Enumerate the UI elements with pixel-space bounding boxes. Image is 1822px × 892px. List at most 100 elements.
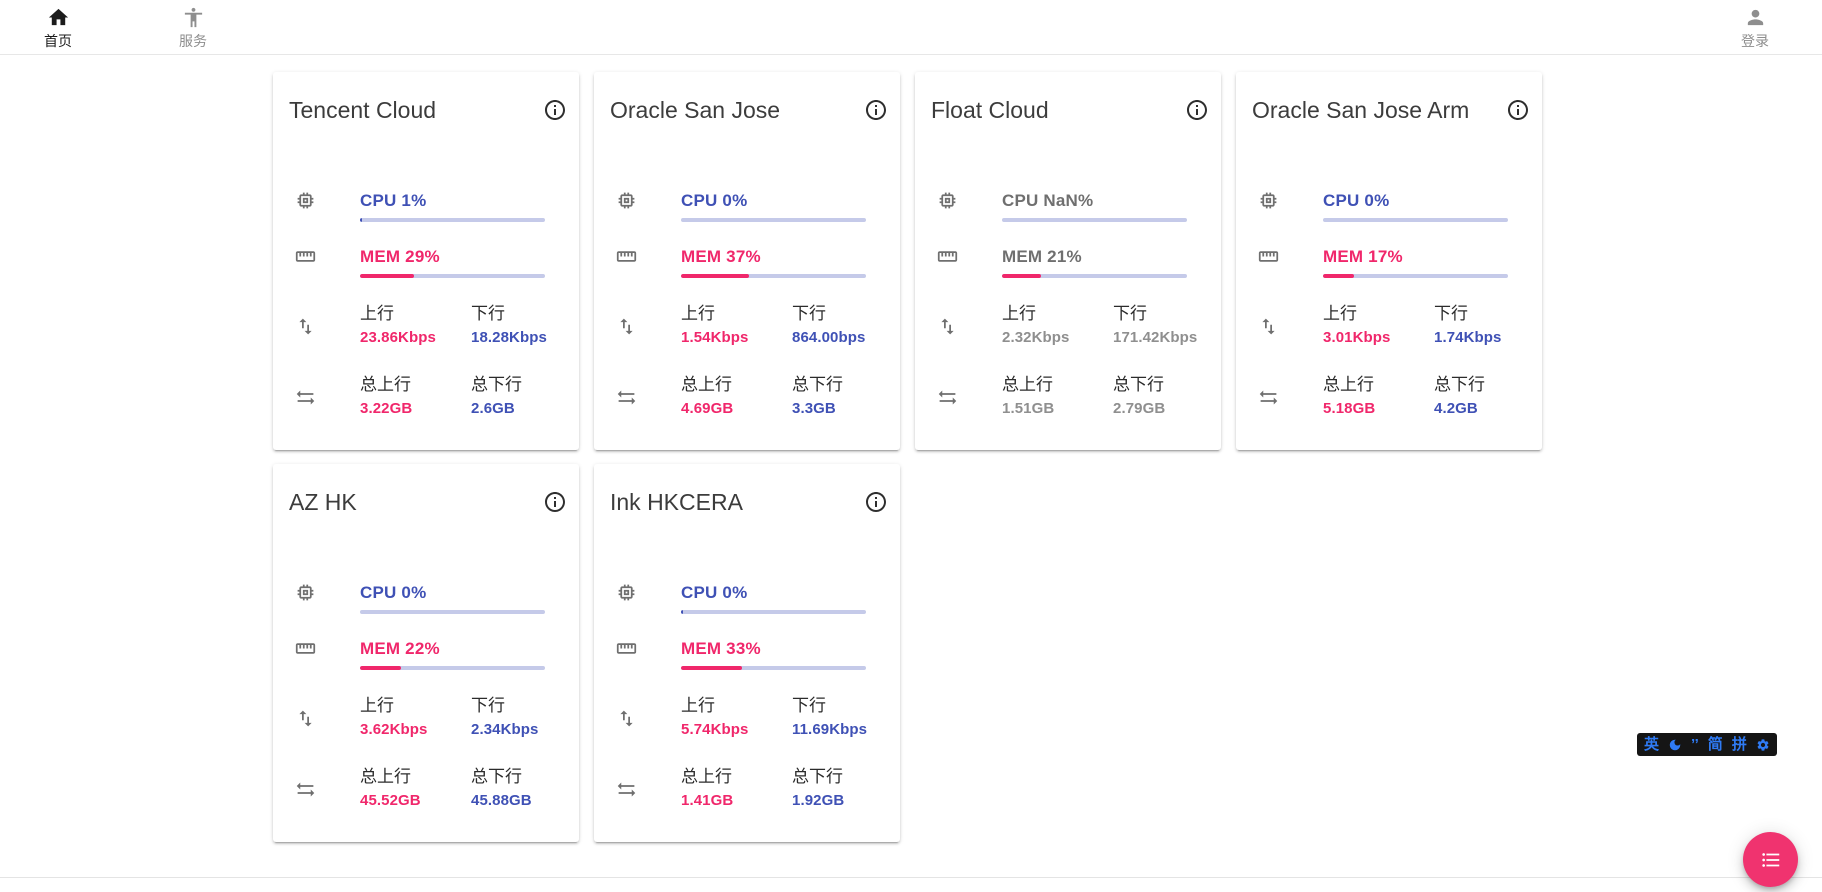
total-traffic-row: 总上行 45.52GB 总下行 45.88GB xyxy=(289,766,563,812)
cpu-row: CPU 0% xyxy=(289,582,563,614)
cpu-row: CPU NaN% xyxy=(931,190,1205,222)
speed-row: 上行 5.74Kbps 下行 11.69Kbps xyxy=(610,695,884,741)
total-download-label: 总下行 xyxy=(471,766,582,788)
upload-label: 上行 xyxy=(1002,303,1113,325)
cpu-progress-bar xyxy=(360,610,545,614)
total-upload-label: 总上行 xyxy=(360,766,471,788)
cpu-row: CPU 0% xyxy=(610,190,884,222)
total-download-label: 总下行 xyxy=(792,766,903,788)
up-down-arrows-icon xyxy=(610,303,642,349)
mem-progress-bar xyxy=(360,274,545,278)
mem-row: MEM 33% xyxy=(610,638,884,670)
download-speed-value: 2.34Kbps xyxy=(471,720,582,740)
upload-speed-value: 1.54Kbps xyxy=(681,328,792,348)
server-card: Oracle San Jose CPU 0% MEM 37% xyxy=(594,72,900,450)
info-icon[interactable] xyxy=(543,490,567,514)
download-label: 下行 xyxy=(1434,303,1545,325)
mem-row: MEM 22% xyxy=(289,638,563,670)
server-card: Tencent Cloud CPU 1% MEM 29% xyxy=(273,72,579,450)
ime-punctuation-indicator[interactable]: ’’ xyxy=(1691,733,1699,756)
total-download-label: 总下行 xyxy=(792,374,903,396)
nav-item-login[interactable]: 登录 xyxy=(1715,6,1795,51)
mem-usage-label: MEM 22% xyxy=(360,638,545,659)
server-name: Oracle San Jose Arm xyxy=(1252,96,1469,124)
download-label: 下行 xyxy=(471,303,582,325)
memory-ruler-icon xyxy=(289,638,321,659)
download-speed-value: 11.69Kbps xyxy=(792,720,903,740)
nav-item-home[interactable]: 首页 xyxy=(18,6,98,51)
speed-row: 上行 1.54Kbps 下行 864.00bps xyxy=(610,303,884,349)
total-download-label: 总下行 xyxy=(471,374,582,396)
info-icon[interactable] xyxy=(864,98,888,122)
total-download-value: 2.79GB xyxy=(1113,399,1224,419)
server-card: Oracle San Jose Arm CPU 0% MEM 17% xyxy=(1236,72,1542,450)
total-traffic-row: 总上行 4.69GB 总下行 3.3GB xyxy=(610,374,884,420)
server-card: AZ HK CPU 0% MEM 22% xyxy=(273,464,579,842)
total-traffic-row: 总上行 1.41GB 总下行 1.92GB xyxy=(610,766,884,812)
mem-row: MEM 37% xyxy=(610,246,884,278)
download-speed-value: 18.28Kbps xyxy=(471,328,582,348)
cpu-progress-bar xyxy=(681,218,866,222)
ime-simplified-indicator[interactable]: 简 xyxy=(1708,733,1723,756)
total-traffic-row: 总上行 1.51GB 总下行 2.79GB xyxy=(931,374,1205,420)
info-icon[interactable] xyxy=(543,98,567,122)
total-download-value: 45.88GB xyxy=(471,791,582,811)
moon-icon[interactable] xyxy=(1668,738,1682,752)
total-upload-value: 5.18GB xyxy=(1323,399,1434,419)
swap-horizontal-icon xyxy=(1252,374,1284,420)
server-list-fab[interactable] xyxy=(1743,832,1798,887)
nav-item-services[interactable]: 服务 xyxy=(153,6,233,51)
total-upload-label: 总上行 xyxy=(1002,374,1113,396)
info-icon[interactable] xyxy=(864,490,888,514)
server-name: Tencent Cloud xyxy=(289,96,436,124)
top-navigation-bar: 首页 服务 登录 xyxy=(0,0,1822,55)
total-upload-value: 1.41GB xyxy=(681,791,792,811)
total-upload-value: 1.51GB xyxy=(1002,399,1113,419)
cpu-usage-label: CPU 0% xyxy=(1323,190,1508,211)
download-label: 下行 xyxy=(1113,303,1224,325)
up-down-arrows-icon xyxy=(289,303,321,349)
gear-icon[interactable] xyxy=(1756,738,1770,752)
person-icon xyxy=(1744,6,1767,29)
cpu-row: CPU 0% xyxy=(1252,190,1526,222)
mem-row: MEM 17% xyxy=(1252,246,1526,278)
speed-row: 上行 3.62Kbps 下行 2.34Kbps xyxy=(289,695,563,741)
upload-speed-value: 3.01Kbps xyxy=(1323,328,1434,348)
ime-pinyin-indicator[interactable]: 拼 xyxy=(1732,733,1747,756)
swap-horizontal-icon xyxy=(610,374,642,420)
server-name: Ink HKCERA xyxy=(610,488,743,516)
total-upload-value: 45.52GB xyxy=(360,791,471,811)
cpu-chip-icon xyxy=(610,582,642,603)
mem-progress-bar xyxy=(1323,274,1508,278)
server-card-grid: Tencent Cloud CPU 1% MEM 29% xyxy=(273,72,1542,842)
total-download-value: 4.2GB xyxy=(1434,399,1545,419)
cpu-progress-bar xyxy=(1323,218,1508,222)
server-name: AZ HK xyxy=(289,488,357,516)
accessibility-icon xyxy=(182,6,205,29)
cpu-row: CPU 0% xyxy=(610,582,884,614)
total-upload-label: 总上行 xyxy=(681,766,792,788)
mem-usage-label: MEM 21% xyxy=(1002,246,1187,267)
upload-label: 上行 xyxy=(681,695,792,717)
cpu-chip-icon xyxy=(289,582,321,603)
memory-ruler-icon xyxy=(1252,246,1284,267)
swap-horizontal-icon xyxy=(610,766,642,812)
upload-speed-value: 2.32Kbps xyxy=(1002,328,1113,348)
home-icon xyxy=(47,6,70,29)
memory-ruler-icon xyxy=(610,246,642,267)
input-method-toolbar[interactable]: 英 ’’ 简 拼 xyxy=(1637,733,1777,756)
total-traffic-row: 总上行 5.18GB 总下行 4.2GB xyxy=(1252,374,1526,420)
info-icon[interactable] xyxy=(1506,98,1530,122)
up-down-arrows-icon xyxy=(931,303,963,349)
nav-services-label: 服务 xyxy=(179,31,207,51)
up-down-arrows-icon xyxy=(610,695,642,741)
cpu-usage-label: CPU 0% xyxy=(681,582,866,603)
ime-language-indicator[interactable]: 英 xyxy=(1644,733,1659,756)
total-traffic-row: 总上行 3.22GB 总下行 2.6GB xyxy=(289,374,563,420)
download-speed-value: 864.00bps xyxy=(792,328,903,348)
speed-row: 上行 23.86Kbps 下行 18.28Kbps xyxy=(289,303,563,349)
download-label: 下行 xyxy=(471,695,582,717)
cpu-usage-label: CPU NaN% xyxy=(1002,190,1187,211)
speed-row: 上行 3.01Kbps 下行 1.74Kbps xyxy=(1252,303,1526,349)
info-icon[interactable] xyxy=(1185,98,1209,122)
